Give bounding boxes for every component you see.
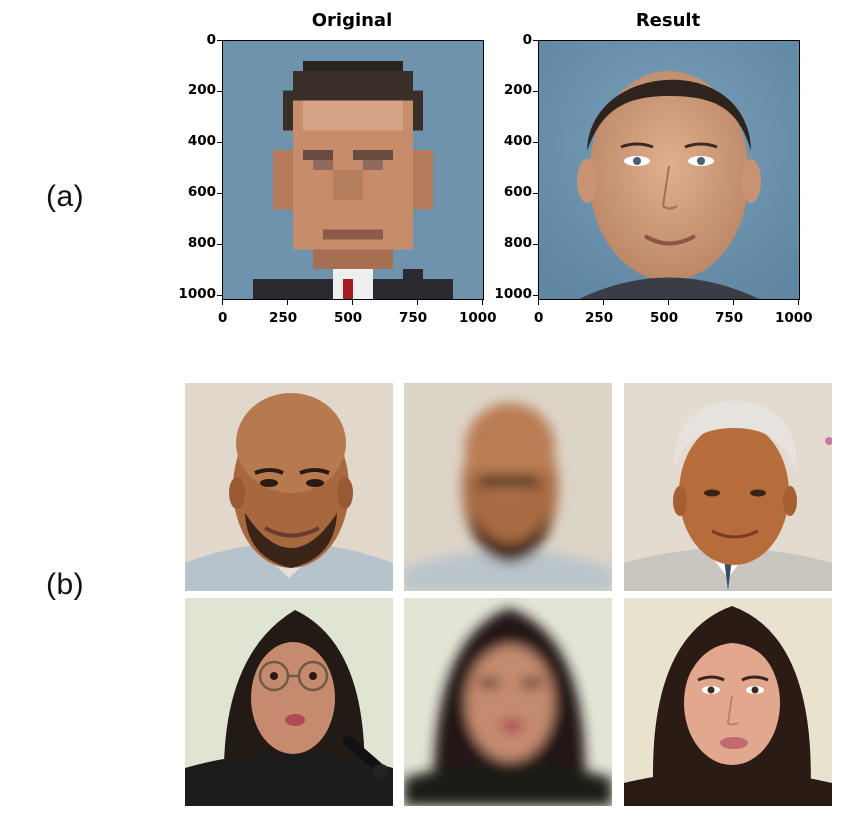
tick-mark bbox=[733, 300, 735, 305]
result-face-image bbox=[539, 41, 799, 299]
tick-mark bbox=[217, 244, 222, 246]
tick-mark bbox=[603, 300, 605, 305]
x-tick-label: 500 bbox=[334, 310, 363, 326]
y-tick-label: 0 bbox=[206, 32, 216, 48]
y-tick-label: 1000 bbox=[494, 286, 532, 302]
panel-b-label: (b) bbox=[46, 568, 85, 601]
y-tick-label: 600 bbox=[503, 184, 532, 200]
x-tick-label: 1000 bbox=[775, 310, 813, 326]
tick-mark bbox=[217, 295, 222, 297]
tick-mark bbox=[668, 300, 670, 305]
tick-mark bbox=[352, 300, 354, 305]
tick-mark bbox=[533, 193, 538, 195]
tick-mark bbox=[217, 142, 222, 144]
y-tick-label: 0 bbox=[522, 32, 532, 48]
tick-mark bbox=[217, 91, 222, 93]
x-tick-label: 0 bbox=[218, 310, 228, 326]
x-tick-label: 250 bbox=[585, 310, 614, 326]
x-tick-label: 750 bbox=[399, 310, 428, 326]
tick-mark bbox=[482, 300, 484, 305]
plot-title-result: Result bbox=[635, 10, 701, 31]
tick-mark bbox=[222, 300, 224, 305]
gray-haired-man-photo bbox=[624, 383, 832, 591]
pixelated-face-image bbox=[223, 41, 483, 299]
y-tick-label: 800 bbox=[187, 235, 216, 251]
x-tick-label: 500 bbox=[650, 310, 679, 326]
y-tick-label: 400 bbox=[503, 133, 532, 149]
tick-mark bbox=[533, 91, 538, 93]
tick-mark bbox=[533, 295, 538, 297]
y-tick-label: 200 bbox=[503, 82, 532, 98]
x-tick-label: 0 bbox=[534, 310, 544, 326]
tick-mark bbox=[217, 40, 222, 42]
tick-mark bbox=[417, 300, 419, 305]
tick-mark bbox=[287, 300, 289, 305]
plot-original-axes bbox=[222, 40, 484, 300]
plot-result-axes bbox=[538, 40, 800, 300]
panel-a-label: (a) bbox=[46, 180, 85, 213]
tick-mark bbox=[533, 142, 538, 144]
y-tick-label: 400 bbox=[187, 133, 216, 149]
x-tick-label: 1000 bbox=[459, 310, 497, 326]
y-tick-label: 600 bbox=[187, 184, 216, 200]
tick-mark bbox=[533, 40, 538, 42]
x-tick-label: 250 bbox=[269, 310, 298, 326]
generated-woman-photo bbox=[624, 598, 832, 806]
y-tick-label: 1000 bbox=[178, 286, 216, 302]
plot-title-original: Original bbox=[311, 10, 393, 31]
y-tick-label: 800 bbox=[503, 235, 532, 251]
tick-mark bbox=[217, 193, 222, 195]
y-tick-label: 200 bbox=[187, 82, 216, 98]
tick-mark bbox=[538, 300, 540, 305]
bald-bearded-man-photo bbox=[185, 383, 393, 591]
x-tick-label: 750 bbox=[715, 310, 744, 326]
tick-mark bbox=[798, 300, 800, 305]
blurred-woman-photo bbox=[404, 598, 612, 806]
tick-mark bbox=[533, 244, 538, 246]
blurred-man-photo bbox=[404, 383, 612, 591]
woman-with-glasses-photo bbox=[185, 598, 393, 806]
